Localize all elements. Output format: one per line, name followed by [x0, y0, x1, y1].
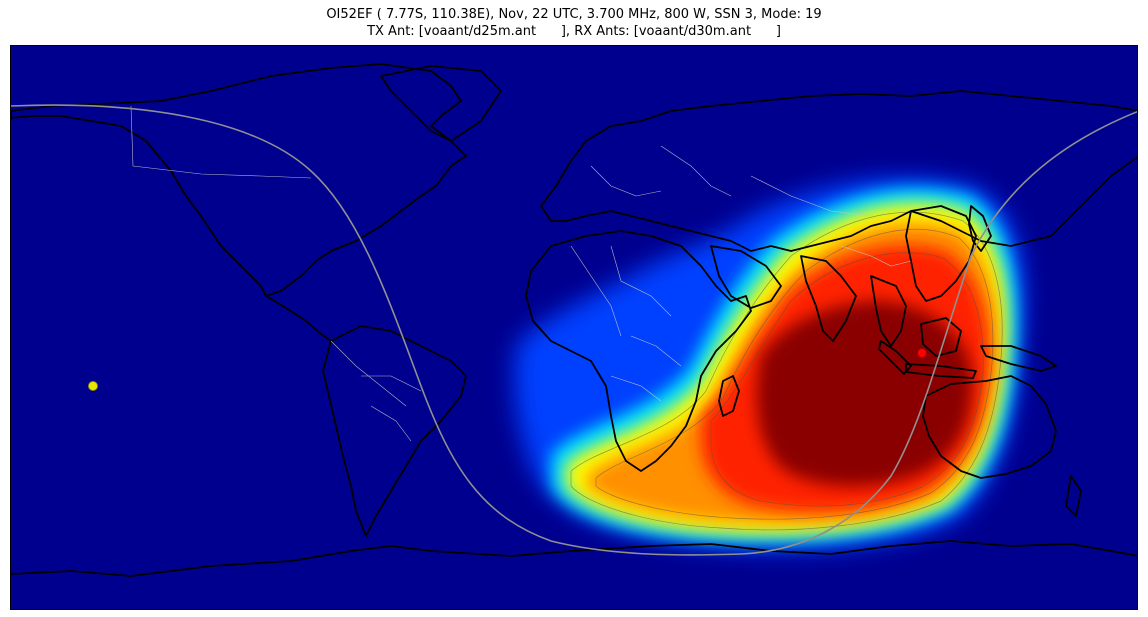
new-zealand-outline: [1065, 475, 1082, 517]
terminator-line: [11, 104, 1137, 556]
transmitter-marker: [917, 348, 927, 358]
map-svg: [11, 46, 1137, 609]
madagascar-outline: [718, 375, 740, 417]
sumatra-outline: [878, 340, 912, 375]
new-guinea-outline: [980, 345, 1057, 372]
arabia-outline: [710, 245, 782, 309]
greenland-outline: [380, 65, 502, 142]
east-asia-outline: [905, 205, 977, 302]
java-outline: [905, 363, 977, 379]
antarctica-outline: [11, 540, 1137, 577]
australia-outline: [922, 375, 1057, 479]
title-line-1: OI52EF ( 7.77S, 110.38E), Nov, 22 UTC, 3…: [326, 7, 822, 22]
subsolar-point-marker: [88, 381, 98, 391]
country-borders: [130, 105, 912, 442]
africa-outline: [525, 230, 752, 472]
continents: [11, 63, 1137, 577]
contour-lines: [570, 211, 1003, 531]
borneo-outline: [920, 317, 962, 357]
japan-outline: [968, 205, 992, 252]
india-outline: [800, 255, 857, 342]
coverage-dark-red: [756, 301, 972, 486]
europe-outline: [540, 90, 1137, 252]
south-america-outline: [322, 325, 467, 537]
title-line-2: TX Ant: [voaant/d25m.ant ], RX Ants: [vo…: [367, 24, 781, 39]
north-america-outline: [11, 63, 467, 297]
southeast-asia-outline: [870, 275, 907, 347]
coverage-map: [10, 45, 1138, 610]
